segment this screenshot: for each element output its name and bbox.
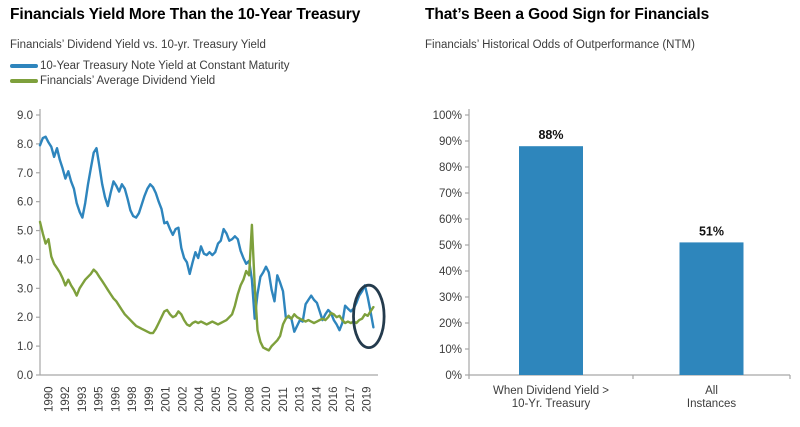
y-tick-label: 1.0 [17,341,33,353]
x-tick-label: 2010 [261,386,273,412]
odds-of-outperformance-bar-chart: 0% 10% 20% 30% 40% 50% 60% 70% 80% 90% 100% 88% When… [433,109,791,410]
x-tick-label: 1993 [77,386,89,412]
y-tick-label: 0% [445,370,462,382]
x-tick-label: 2013 [295,386,307,412]
y-tick-label: 70% [439,188,462,200]
bar-value-label: 51% [699,224,724,238]
line-chart-legend: 10-Year Treasury Note Yield at Constant … [10,58,290,88]
x-tick-label: 2002 [177,386,189,412]
odds-bar [519,146,583,375]
line-chart-panel: Financials Yield More Than the 10-Year T… [10,6,386,412]
y-tick-label: 30% [439,292,462,304]
dividend-yield-line [38,220,375,352]
bar-value-label: 88% [538,128,563,142]
x-tick-label: 1995 [94,386,106,412]
x-tick-label: 1990 [43,386,55,412]
bar-chart-title: That’s Been a Good Sign for Financials [425,6,710,23]
line-chart-title: Financials Yield More Than the 10-Year T… [10,6,361,23]
x-tick-label: 1996 [110,386,122,412]
dividend-line-swatch [10,78,38,83]
y-tick-label: 50% [439,240,462,252]
legend-item-treasury: 10-Year Treasury Note Yield at Constant … [10,58,290,73]
y-tick-label: 3.0 [17,283,33,295]
treasury-line-swatch [10,63,38,68]
x-tick-label: 2004 [194,386,206,412]
y-tick-label: 6.0 [17,197,33,209]
x-tick-label: 2011 [278,387,290,412]
legend-label-dividend: Financials’ Average Dividend Yield [40,74,216,87]
y-tick-label: 60% [439,214,462,226]
y-tick-label: 20% [439,318,462,330]
line-chart-subtitle: Financials’ Dividend Yield vs. 10-yr. Tr… [10,39,266,51]
y-tick-label: 7.0 [17,168,33,180]
y-tick-label: 80% [439,162,462,174]
y-tick-label: 2.0 [17,312,33,324]
y-tick-label: 10% [439,344,462,356]
y-tick-label: 9.0 [17,110,33,122]
odds-bar [679,242,744,375]
x-tick-label: 2008 [244,386,256,412]
y-tick-label: 100% [433,110,462,122]
treasury-vs-dividend-line-chart: 9.0 8.0 7.0 6.0 5.0 4.0 3.0 2.0 1.0 0.0 1990 1992 19… [17,109,386,412]
legend-label-treasury: 10-Year Treasury Note Yield at Constant … [40,59,290,72]
x-tick-label: 1999 [144,386,156,412]
y-tick-label: 5.0 [17,226,33,238]
x-tick-label: 2007 [228,386,240,412]
category-label: 10-Yr. Treasury [512,398,591,410]
category-label: Instances [687,398,736,410]
legend-item-dividend: Financials’ Average Dividend Yield [10,73,290,88]
x-tick-label: 2005 [211,386,223,412]
crossover-highlight-ellipse [352,283,386,349]
x-tick-label: 2016 [328,386,340,412]
x-tick-label: 2017 [345,386,357,412]
y-tick-label: 0.0 [17,370,33,382]
x-tick-label: 2019 [362,386,374,412]
x-tick-label: 1992 [60,386,72,412]
bar-chart-subtitle: Financials’ Historical Odds of Outperfor… [425,39,695,51]
y-tick-label: 40% [439,266,462,278]
y-tick-label: 8.0 [17,139,33,151]
category-label: When Dividend Yield > [493,385,609,397]
bar-chart-panel: That’s Been a Good Sign for Financials F… [400,0,800,427]
x-tick-label: 2001 [161,386,173,412]
category-label: All [705,385,718,397]
y-tick-label: 90% [439,136,462,148]
x-tick-label: 1998 [127,386,139,412]
x-tick-label: 2014 [311,386,323,412]
y-tick-label: 4.0 [17,254,33,266]
treasury-yield-line [38,135,375,333]
